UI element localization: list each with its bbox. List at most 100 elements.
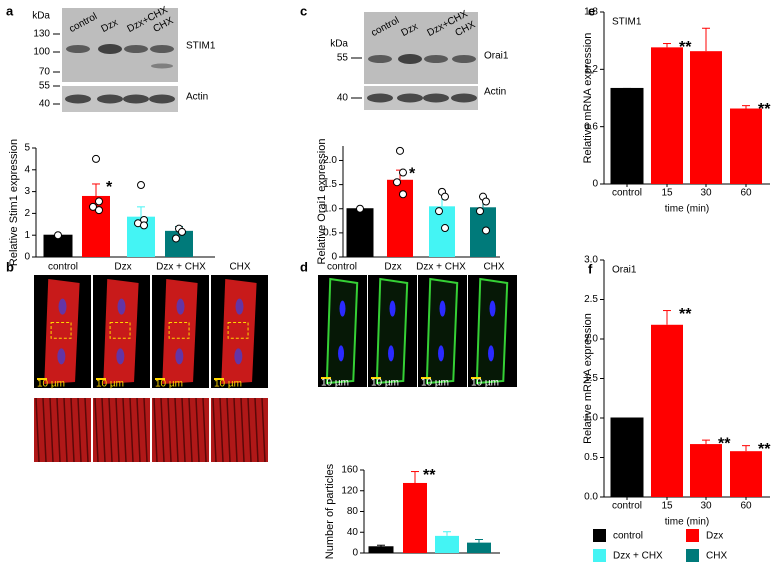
nucleus [438, 345, 445, 362]
condition-label: CHX [483, 262, 504, 273]
y-tick-label: 160 [341, 465, 358, 476]
legend-label: Dzx [706, 531, 723, 542]
x-tick-label: 15 [661, 188, 673, 199]
band-label: Orai1 [484, 51, 509, 62]
blot-image [364, 12, 478, 84]
x-tick-label: 30 [700, 501, 712, 512]
significance: * [409, 165, 416, 182]
panel-label: b [6, 259, 14, 274]
y-tick-label: 0.6 [584, 121, 598, 132]
protein-band [452, 55, 476, 63]
zoom-box [168, 321, 190, 339]
data-point [396, 146, 404, 155]
kda-marker: 40 [337, 93, 349, 104]
scale-label: 10 µm [214, 379, 242, 390]
bar [730, 451, 762, 497]
protein-band [66, 45, 90, 53]
bar [651, 324, 683, 497]
striation [143, 397, 148, 463]
legend-swatch [593, 529, 606, 542]
condition-label: Dzx [114, 262, 131, 273]
condition-label: Dzx [384, 262, 401, 273]
y-tick-label: 5 [24, 143, 30, 154]
zoom-image [93, 398, 150, 462]
zoom-box [227, 321, 249, 339]
kda-marker: 130 [33, 29, 50, 40]
y-tick-label: 80 [347, 506, 359, 517]
striation [247, 397, 252, 463]
striation [42, 397, 47, 463]
protein-band [124, 45, 148, 53]
actin-band [451, 93, 477, 103]
bar [165, 230, 193, 257]
data-point [441, 224, 449, 233]
nucleus [58, 298, 67, 315]
data-point [92, 154, 100, 163]
y-tick-label: 2.0 [584, 334, 598, 345]
striation [160, 397, 165, 463]
striation [35, 397, 40, 463]
y-tick-label: 0 [331, 252, 337, 263]
nucleus [57, 348, 66, 365]
y-axis-label: Relative Stim1 expression [8, 139, 20, 266]
condition-label: CHX [229, 262, 250, 273]
y-tick-label: 1 [24, 230, 30, 241]
bar [690, 444, 722, 497]
cell [425, 277, 459, 385]
striation [167, 397, 172, 463]
y-tick-label: 4 [24, 164, 30, 175]
cell [475, 277, 509, 385]
striation [101, 397, 106, 463]
striation [226, 397, 231, 463]
y-tick-label: 3.0 [584, 255, 598, 266]
actin-band [423, 93, 449, 103]
protein-band [398, 54, 422, 64]
striation [212, 397, 217, 463]
x-tick-label: 15 [661, 501, 673, 512]
y-axis-label: Relative mRNA expression [582, 33, 594, 164]
striation [122, 397, 127, 463]
y-tick-label: 0 [24, 252, 30, 263]
data-point [95, 206, 103, 215]
nucleus [338, 345, 345, 362]
striation [94, 397, 99, 463]
band-label: STIM1 [186, 41, 216, 52]
nucleus [488, 345, 495, 362]
striation [115, 397, 120, 463]
y-tick-label: 120 [341, 485, 358, 496]
x-tick-label: 60 [740, 188, 752, 199]
nucleus [439, 300, 446, 317]
zoom-image [152, 398, 209, 462]
y-tick-label: 40 [347, 527, 359, 538]
protein-band [424, 55, 448, 63]
panel-label: c [300, 3, 307, 18]
striation [202, 397, 207, 463]
kda-label: kDa [32, 11, 50, 22]
y-tick-label: 2.0 [323, 155, 337, 166]
significance: ** [758, 441, 771, 458]
y-tick-label: 1.0 [323, 203, 337, 214]
data-point [399, 190, 407, 199]
data-point [482, 197, 490, 206]
striation [188, 397, 193, 463]
legend-swatch [686, 549, 699, 562]
x-tick-label: control [612, 501, 642, 512]
blot-image [62, 8, 178, 82]
cell [375, 277, 409, 385]
cell [44, 279, 80, 384]
kda-marker: 55 [337, 53, 349, 64]
cell [221, 279, 257, 384]
nucleus [388, 345, 395, 362]
significance: ** [718, 435, 731, 452]
y-tick-label: 0.5 [323, 228, 337, 239]
bar [368, 546, 394, 554]
kda-marker: 70 [39, 67, 51, 78]
striation [261, 397, 266, 463]
data-point [399, 168, 407, 177]
condition-label: control [327, 262, 357, 273]
x-axis-label: time (min) [665, 517, 709, 528]
actin-band [123, 94, 149, 104]
actin-band [65, 94, 91, 104]
kda-marker: 55 [39, 81, 51, 92]
